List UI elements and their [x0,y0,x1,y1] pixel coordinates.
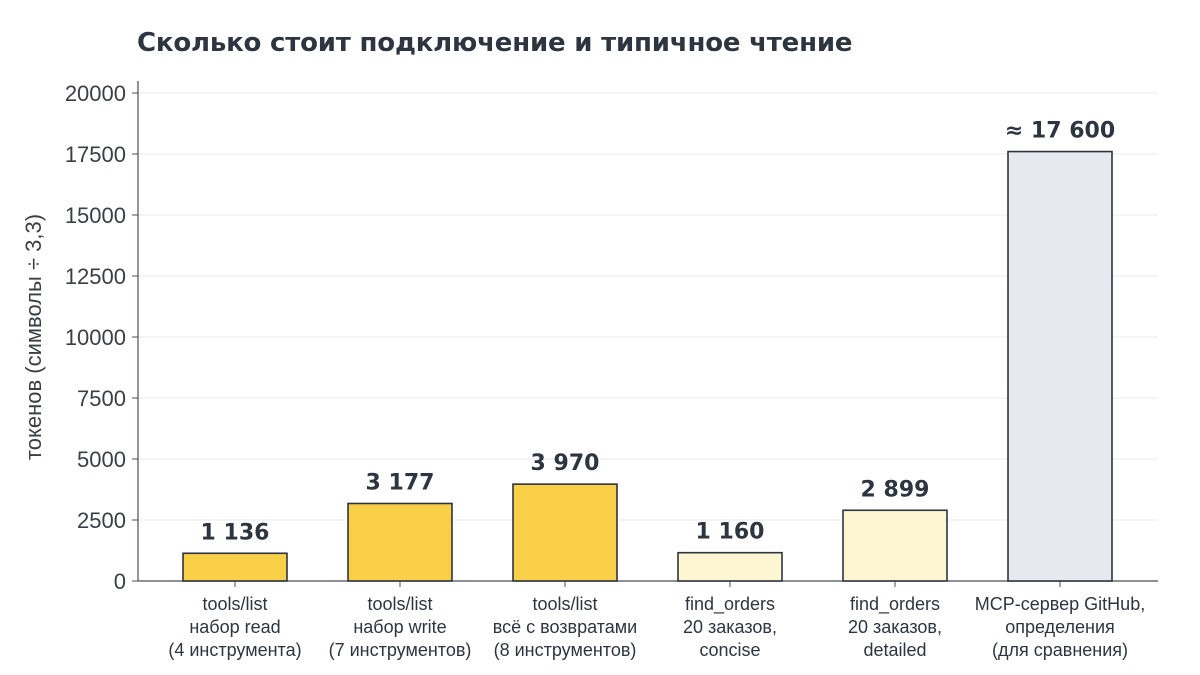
x-category-label: всё с возвратами [493,617,637,637]
value-labels: 1 136 3 177 3 970 1 160 2 899 ≈ 17 600 [201,119,1116,546]
bar [842,509,948,582]
y-tick-label: 17500 [65,142,126,167]
y-tick-label: 0 [114,569,126,594]
axes [132,81,1158,587]
y-tick-label: 10000 [65,325,126,350]
x-category-label: (8 инструментов) [494,640,637,660]
value-label: ≈ 17 600 [1005,119,1115,144]
value-label: 2 899 [861,477,930,502]
y-axis-label: токенов (символы ÷ 3,3) [21,214,46,460]
bar [1007,150,1113,582]
x-category-label: (для сравнения) [992,640,1128,660]
x-category-label: (4 инструмента) [168,640,301,660]
y-tick-label: 20000 [65,81,126,106]
bar [347,502,453,582]
y-tick-labels: 0 2500 5000 7500 10000 12500 15000 17500 20000 [65,81,126,594]
value-label: 1 160 [696,520,765,545]
x-category-label: tools/list [367,594,432,614]
value-label: 3 970 [531,451,600,476]
x-category-label: find_orders [685,594,775,615]
bars [182,150,1113,582]
y-tick-label: 15000 [65,203,126,228]
x-category-label: tools/list [202,594,267,614]
chart-title: Сколько стоит подключение и типичное чте… [137,28,853,58]
gridlines [138,92,1158,521]
y-tick-label: 5000 [77,447,126,472]
x-category-label: detailed [863,640,926,660]
x-category-label: 20 заказов, [683,617,777,637]
bar [677,551,783,582]
x-category-label: MCP-сервер GitHub, [975,594,1145,614]
x-category-labels: tools/list набор read (4 инструмента) tools… [168,594,1145,660]
x-category-label: набор read [189,617,280,637]
x-category-label: 20 заказов, [848,617,942,637]
value-label: 1 136 [201,520,270,545]
x-category-label: набор write [353,617,446,637]
x-category-label: concise [699,640,760,660]
bar [512,483,618,582]
x-category-label: find_orders [850,594,940,615]
y-tick-label: 12500 [65,264,126,289]
x-category-label: (7 инструментов) [329,640,472,660]
y-tick-label: 2500 [77,508,126,533]
bar [182,552,288,582]
value-label: 3 177 [366,470,435,495]
y-tick-label: 7500 [77,386,126,411]
x-category-label: определения [1005,617,1115,637]
x-category-label: tools/list [532,594,597,614]
